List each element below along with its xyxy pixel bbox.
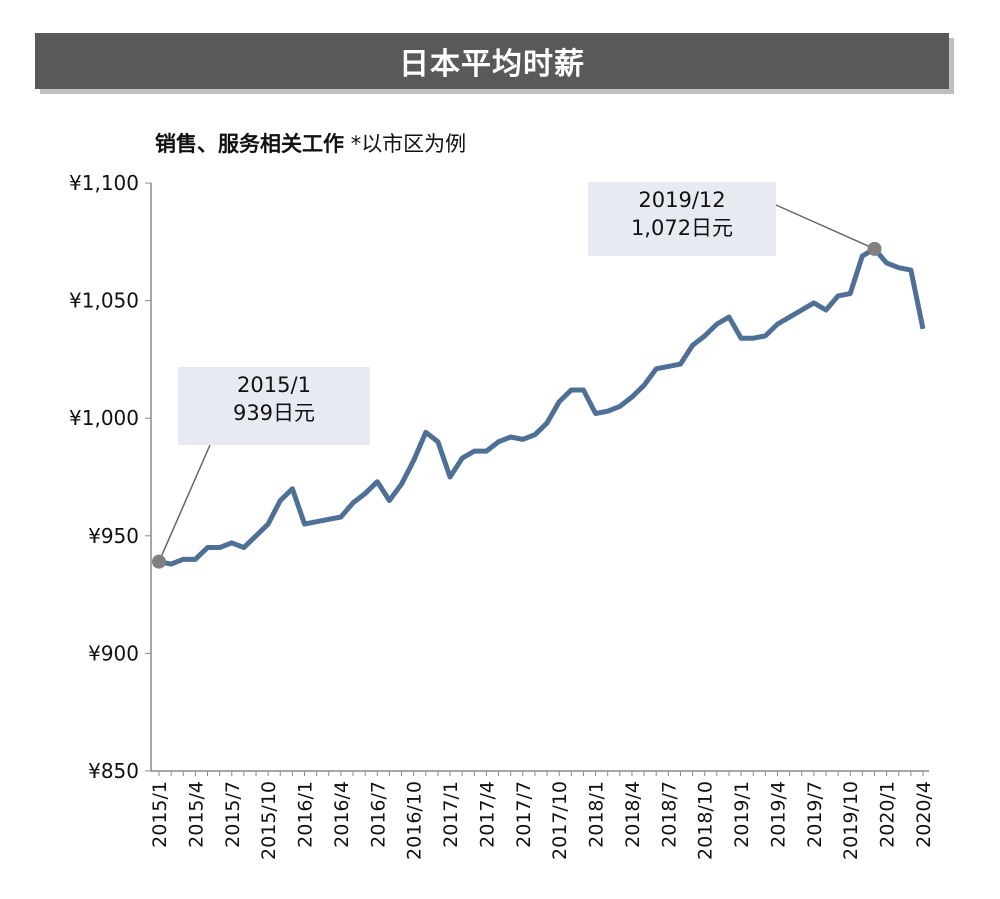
y-tick-label: ¥850 bbox=[88, 759, 139, 783]
highlight-point bbox=[867, 241, 882, 256]
series-line bbox=[158, 246, 926, 567]
x-tick-label: 2017/4 bbox=[476, 781, 498, 848]
x-tick-label: 2019/1 bbox=[731, 781, 753, 848]
y-tick-label: ¥950 bbox=[88, 524, 139, 548]
x-tick-label: 2017/10 bbox=[549, 781, 571, 860]
subtitle-main: 销售、服务相关工作 bbox=[155, 132, 344, 156]
y-tick-label: ¥1,000 bbox=[69, 406, 139, 430]
x-tick-label: 2018/7 bbox=[658, 781, 680, 848]
subtitle-note: *以市区为例 bbox=[350, 132, 467, 156]
x-tick-label: 2017/1 bbox=[440, 781, 462, 848]
annotation-start-value: 939日元 bbox=[232, 401, 316, 425]
y-tick-label: ¥1,050 bbox=[69, 289, 139, 313]
annotation-start-date: 2015/1 bbox=[237, 373, 311, 397]
x-tick-label: 2016/1 bbox=[295, 781, 317, 848]
x-tick-label: 2019/7 bbox=[804, 781, 826, 848]
x-tick-label: 2020/1 bbox=[877, 781, 899, 848]
x-tick-label: 2017/7 bbox=[513, 781, 535, 848]
x-tick-label: 2018/10 bbox=[695, 781, 717, 860]
x-tick-label: 2015/10 bbox=[258, 781, 280, 860]
chart-subtitle: 销售、服务相关工作 *以市区为例 bbox=[155, 128, 466, 158]
annotation-peak-leader bbox=[775, 204, 875, 250]
x-tick-label: 2015/7 bbox=[222, 781, 244, 848]
x-tick-label: 2016/10 bbox=[404, 781, 426, 860]
x-tick-label: 2019/4 bbox=[767, 781, 789, 848]
page-title: 日本平均时薪 bbox=[35, 33, 949, 89]
y-tick-label: ¥1,100 bbox=[69, 171, 139, 195]
x-tick-label: 2020/4 bbox=[913, 781, 935, 848]
highlight-point bbox=[152, 554, 166, 569]
annotation-start: 2015/1 939日元 bbox=[178, 367, 370, 445]
annotation-peak: 2019/12 1,072日元 bbox=[588, 182, 776, 256]
annotation-peak-value: 1,072日元 bbox=[630, 216, 734, 240]
annotation-peak-date: 2019/12 bbox=[638, 188, 726, 212]
x-tick-label: 2019/10 bbox=[840, 781, 862, 860]
x-tick-label: 2016/7 bbox=[367, 781, 389, 848]
annotation-start-leader bbox=[158, 444, 211, 562]
y-tick-label: ¥900 bbox=[88, 641, 139, 665]
x-tick-label: 2018/1 bbox=[586, 781, 608, 848]
x-tick-label: 2018/4 bbox=[622, 781, 644, 848]
x-tick-label: 2015/4 bbox=[185, 781, 207, 848]
x-tick-label: 2016/4 bbox=[331, 781, 353, 848]
x-tick-label: 2015/1 bbox=[149, 781, 171, 848]
